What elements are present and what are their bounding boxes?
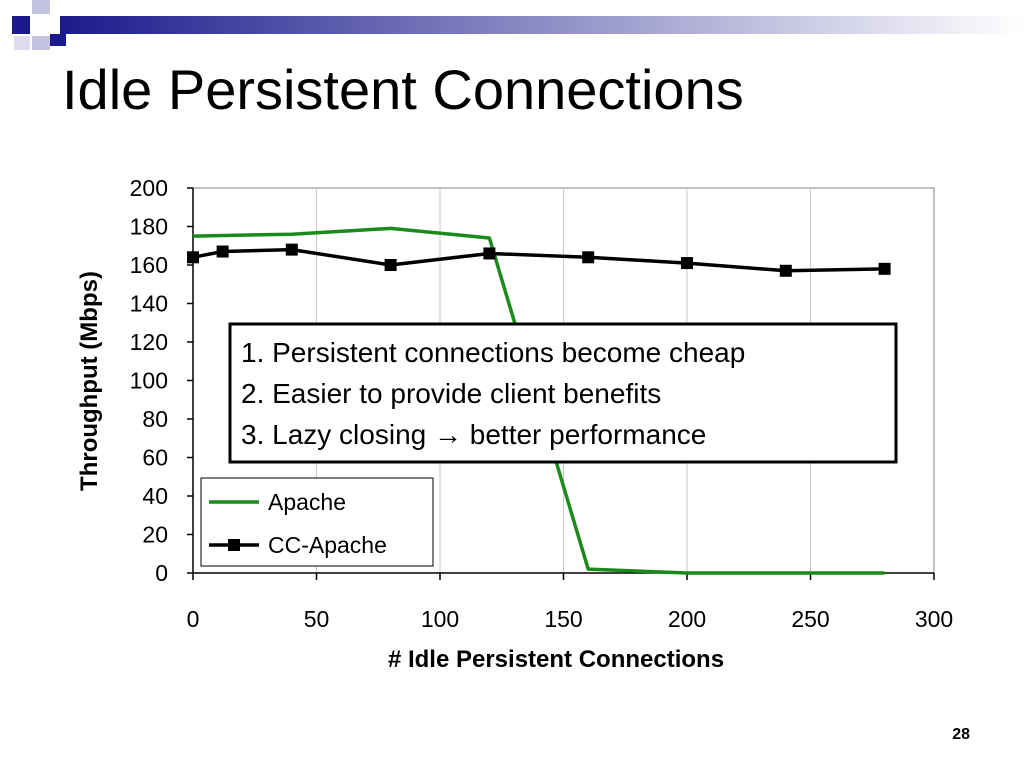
data-point-cc-apache [779,264,792,277]
annotation-line: 2. Easier to provide client benefits [241,378,661,409]
legend-label: Apache [268,489,346,515]
x-tick-label: 0 [187,606,200,632]
y-tick-label: 40 [142,483,168,509]
data-point-cc-apache [681,257,693,270]
x-tick-label: 200 [668,606,706,632]
y-tick-label: 140 [130,291,168,317]
y-tick-label: 80 [142,406,168,432]
corner-decoration [12,0,1024,50]
header-gradient-band [60,16,1024,34]
deco-square-navy-2 [50,34,66,46]
x-tick-label: 50 [304,606,330,632]
y-tick-label: 100 [130,368,168,394]
data-point-cc-apache [582,251,595,264]
legend-marker-cc-apache [228,539,240,551]
deco-square-navy-1 [12,16,30,34]
data-point-cc-apache [483,247,496,260]
annotation-box [228,322,898,464]
slide-title: Idle Persistent Connections [62,58,744,121]
x-tick-label: 100 [421,606,459,632]
deco-square-light-1 [32,0,50,14]
annotation-line: 1. Persistent connections become cheap [241,337,745,368]
deco-square-light-2 [32,36,50,50]
y-tick-label: 180 [130,214,168,240]
data-point-cc-apache [216,245,229,258]
y-tick-label: 20 [142,522,168,548]
x-tick-label: 300 [915,606,953,632]
y-tick-label: 160 [130,252,168,278]
y-tick-label: 120 [130,329,168,355]
data-point-cc-apache [878,262,891,275]
data-point-cc-apache [187,251,199,264]
legend-label: CC-Apache [268,532,387,558]
y-tick-label: 0 [155,560,168,586]
annotation-line: 3. Lazy closing → better performance [241,419,706,450]
legend-box [200,477,434,567]
x-axis-title: # Idle Persistent Connections [388,646,724,673]
y-tick-label: 200 [130,175,168,201]
slide-number: 28 [952,726,970,743]
x-tick-label: 150 [544,606,582,632]
data-point-cc-apache [285,243,298,256]
y-tick-label: 60 [142,445,168,471]
data-point-cc-apache [384,259,397,271]
y-axis-title: Throughput (Mbps) [76,271,103,491]
deco-square-light-3 [14,36,30,50]
x-tick-label: 250 [791,606,829,632]
